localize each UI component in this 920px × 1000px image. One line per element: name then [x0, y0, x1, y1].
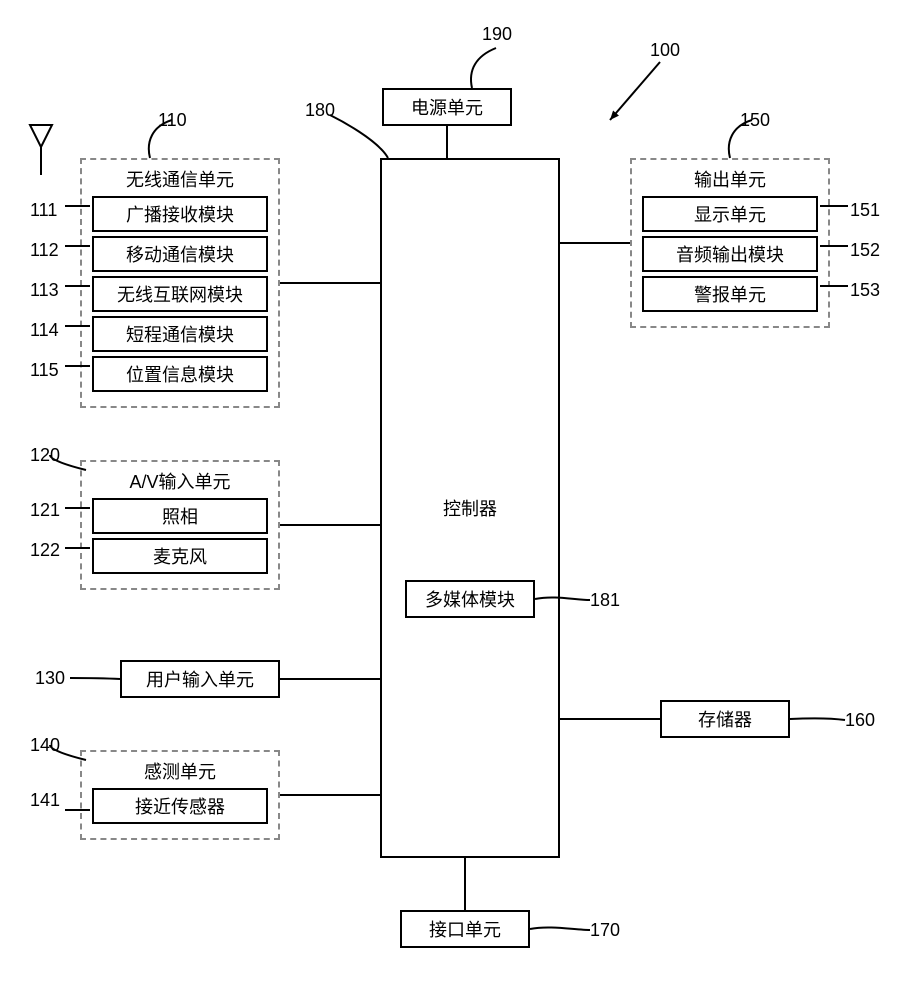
label: 多媒体模块 — [425, 586, 515, 612]
ref-112: 112 — [30, 240, 59, 261]
group-title: A/V输入单元 — [82, 468, 278, 494]
label: 用户输入单元 — [146, 666, 254, 692]
group-title: 感测单元 — [82, 758, 278, 784]
ref-121: 121 — [30, 500, 60, 521]
item-151: 显示单元 — [642, 196, 818, 232]
ref-153: 153 — [850, 280, 880, 301]
label: 存储器 — [698, 706, 752, 732]
ref-170: 170 — [590, 920, 620, 941]
item-113: 无线互联网模块 — [92, 276, 268, 312]
ref-152: 152 — [850, 240, 880, 261]
block-controller: 控制器 — [380, 158, 560, 858]
label: 接口单元 — [429, 916, 501, 942]
item-115: 位置信息模块 — [92, 356, 268, 392]
ref-113: 113 — [30, 280, 59, 301]
ref-120: 120 — [30, 445, 60, 466]
ref-141: 141 — [30, 790, 60, 811]
ref-181: 181 — [590, 590, 620, 611]
block-interface: 接口单元 — [400, 910, 530, 948]
ref-180: 180 — [305, 100, 335, 121]
ref-110: 110 — [158, 110, 187, 131]
item-152: 音频输出模块 — [642, 236, 818, 272]
ref-115: 115 — [30, 360, 59, 381]
group-title: 无线通信单元 — [82, 166, 278, 192]
item-111: 广播接收模块 — [92, 196, 268, 232]
ref-122: 122 — [30, 540, 60, 561]
item-114: 短程通信模块 — [92, 316, 268, 352]
ref-160: 160 — [845, 710, 875, 731]
ref-130: 130 — [35, 668, 65, 689]
ref-111: 111 — [30, 200, 57, 221]
item-122: 麦克风 — [92, 538, 268, 574]
ref-151: 151 — [850, 200, 880, 221]
group-sensing: 感测单元 接近传感器 — [80, 750, 280, 840]
ref-140: 140 — [30, 735, 60, 756]
ref-114: 114 — [30, 320, 59, 341]
ref-100: 100 — [650, 40, 680, 61]
item-141: 接近传感器 — [92, 788, 268, 824]
block-power: 电源单元 — [382, 88, 512, 126]
item-153: 警报单元 — [642, 276, 818, 312]
block-multimedia: 多媒体模块 — [405, 580, 535, 618]
label: 电源单元 — [411, 94, 483, 120]
group-title: 输出单元 — [632, 166, 828, 192]
diagram-canvas: 电源单元 控制器 多媒体模块 用户输入单元 存储器 接口单元 无线通信单元 广播… — [0, 0, 920, 1000]
item-112: 移动通信模块 — [92, 236, 268, 272]
block-user-input: 用户输入单元 — [120, 660, 280, 698]
ref-150: 150 — [740, 110, 770, 131]
item-121: 照相 — [92, 498, 268, 534]
label: 控制器 — [443, 495, 497, 521]
ref-190: 190 — [482, 24, 512, 45]
block-memory: 存储器 — [660, 700, 790, 738]
group-output: 输出单元 显示单元 音频输出模块 警报单元 — [630, 158, 830, 328]
group-wireless: 无线通信单元 广播接收模块 移动通信模块 无线互联网模块 短程通信模块 位置信息… — [80, 158, 280, 408]
group-av-input: A/V输入单元 照相 麦克风 — [80, 460, 280, 590]
